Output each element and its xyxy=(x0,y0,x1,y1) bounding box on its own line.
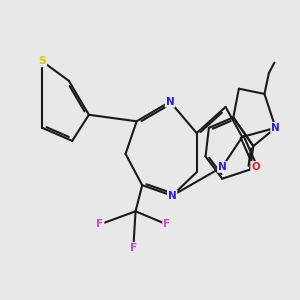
Text: F: F xyxy=(163,219,170,229)
Text: S: S xyxy=(38,56,46,66)
Text: F: F xyxy=(130,243,137,253)
Text: N: N xyxy=(168,191,177,201)
Text: F: F xyxy=(96,219,103,229)
Text: N: N xyxy=(166,97,174,107)
Text: O: O xyxy=(251,162,260,172)
Text: N: N xyxy=(218,162,226,172)
Text: N: N xyxy=(271,123,280,133)
